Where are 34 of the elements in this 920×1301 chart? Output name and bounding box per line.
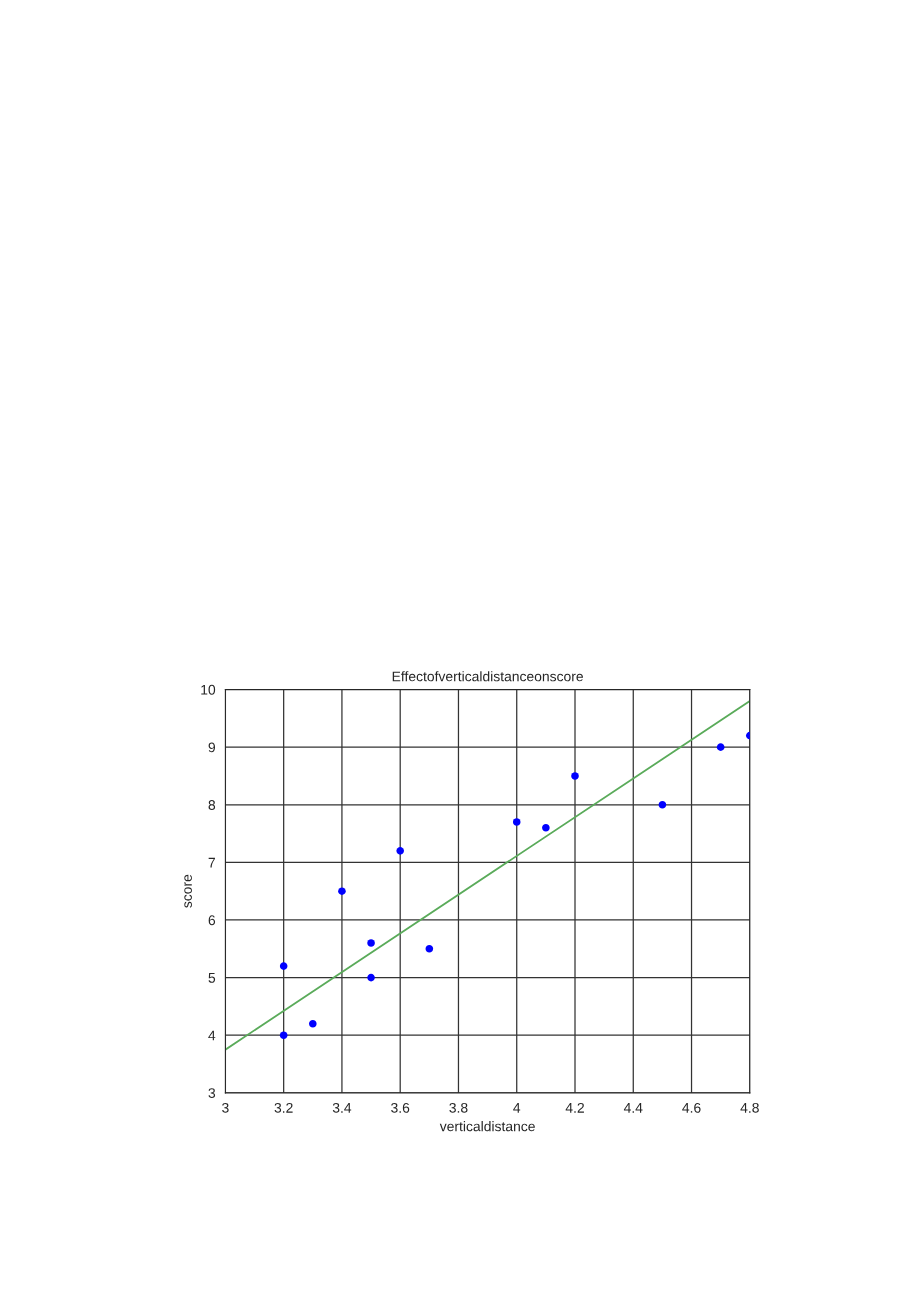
x-tick-label: 3.2 bbox=[274, 1102, 293, 1113]
point bbox=[309, 1019, 317, 1028]
y-tick-label: 4 bbox=[208, 1030, 216, 1041]
chart-title: Effectofverticaldistanceonscore bbox=[392, 671, 583, 682]
x-tick-label: 3.6 bbox=[391, 1102, 410, 1113]
x-tick-label: 3.4 bbox=[332, 1102, 352, 1113]
x-tick-label: 4.4 bbox=[623, 1103, 643, 1113]
point bbox=[338, 887, 346, 895]
point bbox=[425, 945, 434, 953]
x-tick-label: 4.2 bbox=[565, 1102, 584, 1113]
y-tick-label: 9 bbox=[208, 742, 216, 753]
x-tick-label: 3.8 bbox=[449, 1102, 468, 1113]
x-tick-label: 4 bbox=[513, 1103, 521, 1113]
y-tick-label: 3 bbox=[208, 1088, 216, 1099]
point bbox=[396, 847, 404, 855]
point bbox=[279, 1031, 288, 1040]
x-tick-label: 4.6 bbox=[682, 1102, 701, 1113]
point bbox=[716, 743, 725, 751]
x-axis-title: verticaldistance bbox=[439, 1121, 535, 1132]
point bbox=[512, 818, 521, 826]
point bbox=[658, 800, 667, 809]
point bbox=[571, 772, 579, 780]
y-axis-title: score bbox=[184, 874, 192, 908]
point bbox=[542, 824, 550, 832]
y-tick-label: 8 bbox=[208, 800, 216, 810]
point bbox=[367, 939, 375, 947]
y-tick-label: 10 bbox=[201, 684, 216, 695]
y-tick-label: 6 bbox=[208, 915, 216, 926]
y-tick-label: 7 bbox=[208, 857, 215, 868]
point bbox=[367, 973, 375, 982]
x-tick-label: 4.8 bbox=[740, 1102, 759, 1113]
x-tick-label: 3 bbox=[222, 1102, 229, 1113]
point bbox=[279, 962, 288, 970]
y-tick-label: 5 bbox=[208, 973, 216, 983]
